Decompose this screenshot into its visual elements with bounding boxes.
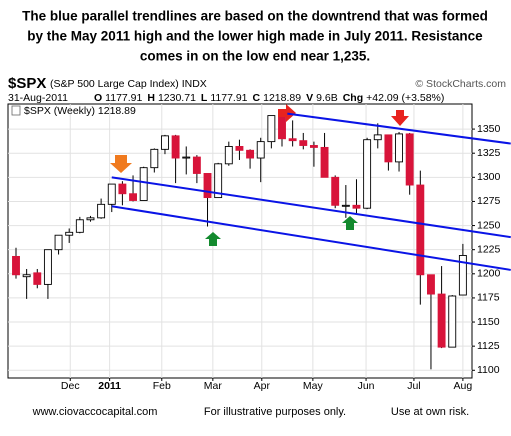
candle-body bbox=[341, 204, 350, 207]
quote-value: 1177.91 bbox=[210, 92, 247, 104]
candle-body bbox=[416, 184, 425, 276]
candle-body bbox=[86, 217, 95, 221]
x-tick-label: May bbox=[303, 380, 324, 392]
footer-note: Use at own risk. bbox=[391, 406, 469, 418]
candle-body bbox=[214, 163, 223, 199]
candle-body bbox=[203, 173, 212, 199]
candle-body bbox=[75, 219, 84, 233]
y-tick-label: 1250 bbox=[477, 219, 501, 231]
symbol-name: (S&P 500 Large Cap Index) INDX bbox=[50, 78, 207, 90]
quote-value: 1177.91 bbox=[105, 92, 142, 104]
x-tick-label: Mar bbox=[204, 380, 223, 392]
caption-line: The blue parallel trendlines are based o… bbox=[22, 9, 488, 24]
candle-body bbox=[278, 115, 286, 140]
candle-body bbox=[161, 135, 169, 150]
legend-icon bbox=[11, 105, 21, 116]
arrow-red-down bbox=[391, 110, 409, 126]
x-tick-label: Feb bbox=[153, 380, 171, 392]
y-tick-label: 1275 bbox=[477, 195, 501, 207]
trendline bbox=[111, 205, 511, 271]
candles bbox=[12, 109, 467, 370]
candle-body bbox=[352, 204, 361, 209]
candle-body bbox=[235, 146, 244, 151]
candle-body bbox=[448, 295, 457, 348]
y-tick-label: 1225 bbox=[477, 243, 501, 255]
candle-body bbox=[405, 133, 414, 186]
candle-body bbox=[309, 145, 318, 148]
legend: $SPX (Weekly) 1218.89 bbox=[24, 105, 136, 117]
copyright: © StockCharts.com bbox=[415, 78, 506, 90]
candle-body bbox=[22, 274, 31, 278]
y-tick-label: 1300 bbox=[477, 171, 501, 183]
y-tick-label: 1325 bbox=[477, 147, 501, 159]
candle-body bbox=[256, 141, 265, 159]
y-tick-label: 1125 bbox=[477, 340, 500, 352]
x-tick-label: Dec bbox=[61, 380, 80, 392]
candle-body bbox=[192, 156, 201, 174]
quote-label: O bbox=[94, 92, 102, 104]
y-tick-label: 1200 bbox=[477, 268, 501, 280]
candle-body bbox=[97, 203, 106, 219]
quote-value: 1218.89 bbox=[263, 92, 301, 104]
y-tick-label: 1100 bbox=[477, 364, 500, 376]
candle-body bbox=[320, 146, 329, 178]
candle-body bbox=[139, 167, 148, 201]
date: 31-Aug-2011 bbox=[8, 92, 68, 104]
candle-body bbox=[12, 255, 20, 276]
quote-label: L bbox=[201, 92, 208, 104]
quote-label: H bbox=[147, 92, 155, 104]
quote-label: C bbox=[253, 92, 261, 104]
x-tick-label: Apr bbox=[254, 380, 271, 392]
quote-value: +42.09 (+3.58%) bbox=[366, 92, 444, 104]
arrow-green-up bbox=[342, 216, 358, 230]
footer-website: www.ciovaccocapital.com bbox=[32, 406, 158, 418]
candle-body bbox=[395, 133, 403, 163]
quote-value: 1230.71 bbox=[158, 92, 196, 104]
quote-value: 9.6B bbox=[316, 92, 338, 104]
quote-label: Chg bbox=[343, 92, 363, 104]
candle-body bbox=[299, 140, 308, 146]
candle-body bbox=[267, 115, 276, 143]
y-tick-label: 1175 bbox=[477, 292, 500, 304]
candle-body bbox=[107, 183, 116, 205]
symbol: $SPX bbox=[8, 75, 46, 92]
trendline bbox=[287, 112, 511, 145]
x-tick-label: 2011 bbox=[98, 380, 121, 392]
candle-body bbox=[224, 146, 233, 165]
quote: O 1177.91 H 1230.71 L 1177.91 C 1218.89 V 9.6B Chg… bbox=[94, 92, 444, 104]
candle-body bbox=[373, 134, 382, 141]
candle-body bbox=[363, 139, 372, 209]
caption-line: comes in on the low end near 1,235. bbox=[140, 49, 370, 64]
candle-body bbox=[171, 135, 180, 159]
candle-body bbox=[43, 249, 52, 285]
x-tick-label: Jun bbox=[358, 380, 375, 392]
candle-body bbox=[118, 183, 127, 195]
trendline bbox=[111, 176, 511, 239]
candle-body bbox=[437, 293, 446, 348]
candle-body bbox=[384, 134, 393, 163]
arrow-orange-down bbox=[110, 155, 132, 173]
candle-body bbox=[150, 148, 159, 169]
candle-body bbox=[129, 193, 137, 201]
x-tick-label: Aug bbox=[454, 380, 473, 392]
candle-body bbox=[65, 231, 74, 236]
candle-body bbox=[246, 149, 255, 159]
candle-body bbox=[33, 272, 42, 285]
quote-label: V bbox=[306, 92, 313, 104]
caption-line: by the May 2011 high and the lower high … bbox=[27, 29, 483, 44]
candle-body bbox=[458, 255, 467, 296]
candle-body bbox=[427, 274, 435, 295]
y-tick-label: 1350 bbox=[477, 123, 501, 135]
arrow-green-up bbox=[205, 232, 221, 246]
candle-body bbox=[331, 176, 340, 206]
candle-body bbox=[182, 156, 191, 159]
x-tick-label: Jul bbox=[407, 380, 420, 392]
candle-body bbox=[54, 234, 63, 251]
arrow-red-right bbox=[278, 104, 296, 122]
y-tick-label: 1150 bbox=[477, 316, 500, 328]
footer-note: For illustrative purposes only. bbox=[204, 406, 346, 418]
candle-body bbox=[288, 138, 297, 142]
